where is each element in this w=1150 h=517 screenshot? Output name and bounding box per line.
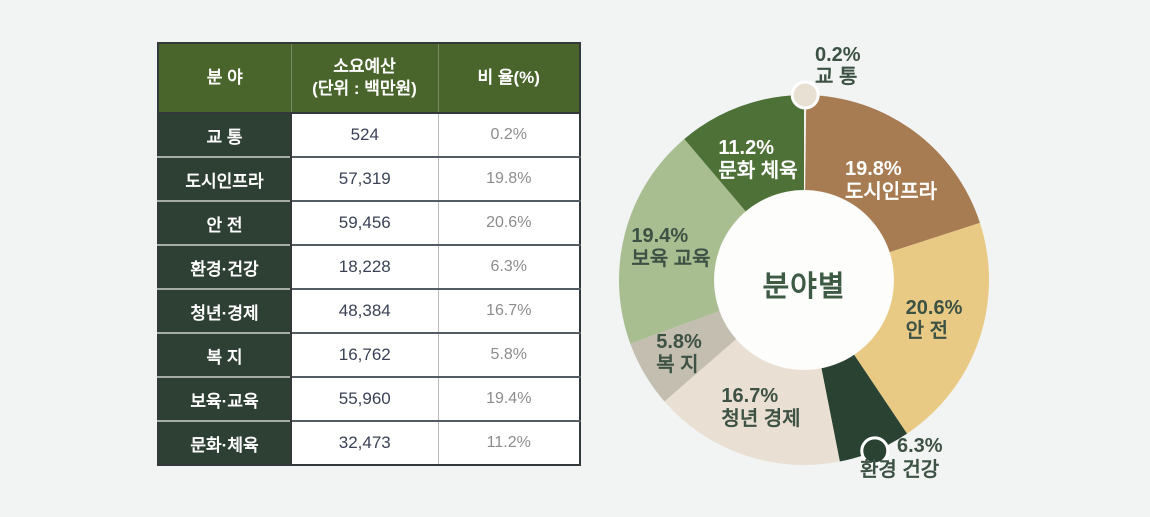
budget-cell: 55,960 xyxy=(291,376,438,421)
budget-cell: 59,456 xyxy=(291,200,438,245)
budget-cell: 48,384 xyxy=(291,288,438,333)
budget-cell: 524 xyxy=(291,113,438,157)
col-header-budget-line1: 소요예산 xyxy=(333,56,396,76)
table-row: 보육·교육 55,960 19.4% xyxy=(158,376,580,421)
ratio-cell: 19.8% xyxy=(437,156,580,201)
field-cell: 복 지 xyxy=(158,332,292,377)
field-cell: 문화·체육 xyxy=(158,420,292,465)
table-header-row: 분 야 소요예산 (단위 : 백만원) 비 율(%) xyxy=(158,43,580,114)
ratio-cell: 20.6% xyxy=(437,200,580,245)
donut-hole xyxy=(714,190,894,370)
table-row: 안 전 59,456 20.6% xyxy=(158,200,580,245)
ratio-cell: 0.2% xyxy=(437,113,580,157)
table-row: 복 지 16,762 5.8% xyxy=(158,332,580,377)
table-row: 문화·체육 32,473 11.2% xyxy=(158,420,580,465)
field-cell: 청년·경제 xyxy=(158,288,292,333)
ratio-cell: 11.2% xyxy=(437,420,580,465)
field-cell: 안 전 xyxy=(158,200,292,245)
ratio-cell: 5.8% xyxy=(437,332,580,377)
budget-cell: 32,473 xyxy=(291,420,438,465)
col-header-budget-line2: (단위 : 백만원) xyxy=(312,79,417,98)
callout-marker-0 xyxy=(790,80,820,110)
table-row: 청년·경제 48,384 16.7% xyxy=(158,288,580,333)
budget-cell: 16,762 xyxy=(291,332,438,377)
callout-marker-3 xyxy=(860,436,890,466)
field-cell: 보육·교육 xyxy=(158,376,292,421)
field-cell: 환경·건강 xyxy=(158,244,292,289)
budget-table: 분 야 소요예산 (단위 : 백만원) 비 율(%) 교 통 524 0.2% 도시인… xyxy=(157,42,581,466)
table-row: 교 통 524 0.2% xyxy=(158,113,580,157)
table-row: 도시인프라 57,319 19.8% xyxy=(158,156,580,201)
field-cell: 도시인프라 xyxy=(158,156,292,201)
ratio-cell: 19.4% xyxy=(437,376,580,421)
table-row: 환경·건강 18,228 6.3% xyxy=(158,244,580,289)
col-header-field-label: 분 야 xyxy=(206,67,243,87)
field-cell: 교 통 xyxy=(158,113,292,157)
col-header-ratio: 비 율(%) xyxy=(437,43,580,114)
col-header-budget: 소요예산 (단위 : 백만원) xyxy=(290,43,438,114)
budget-cell: 57,319 xyxy=(291,156,438,201)
budget-cell: 18,228 xyxy=(291,244,438,289)
ratio-cell: 16.7% xyxy=(437,288,580,333)
col-header-field: 분 야 xyxy=(158,43,291,114)
ratio-cell: 6.3% xyxy=(437,244,580,289)
col-header-ratio-label: 비 율(%) xyxy=(477,67,540,87)
